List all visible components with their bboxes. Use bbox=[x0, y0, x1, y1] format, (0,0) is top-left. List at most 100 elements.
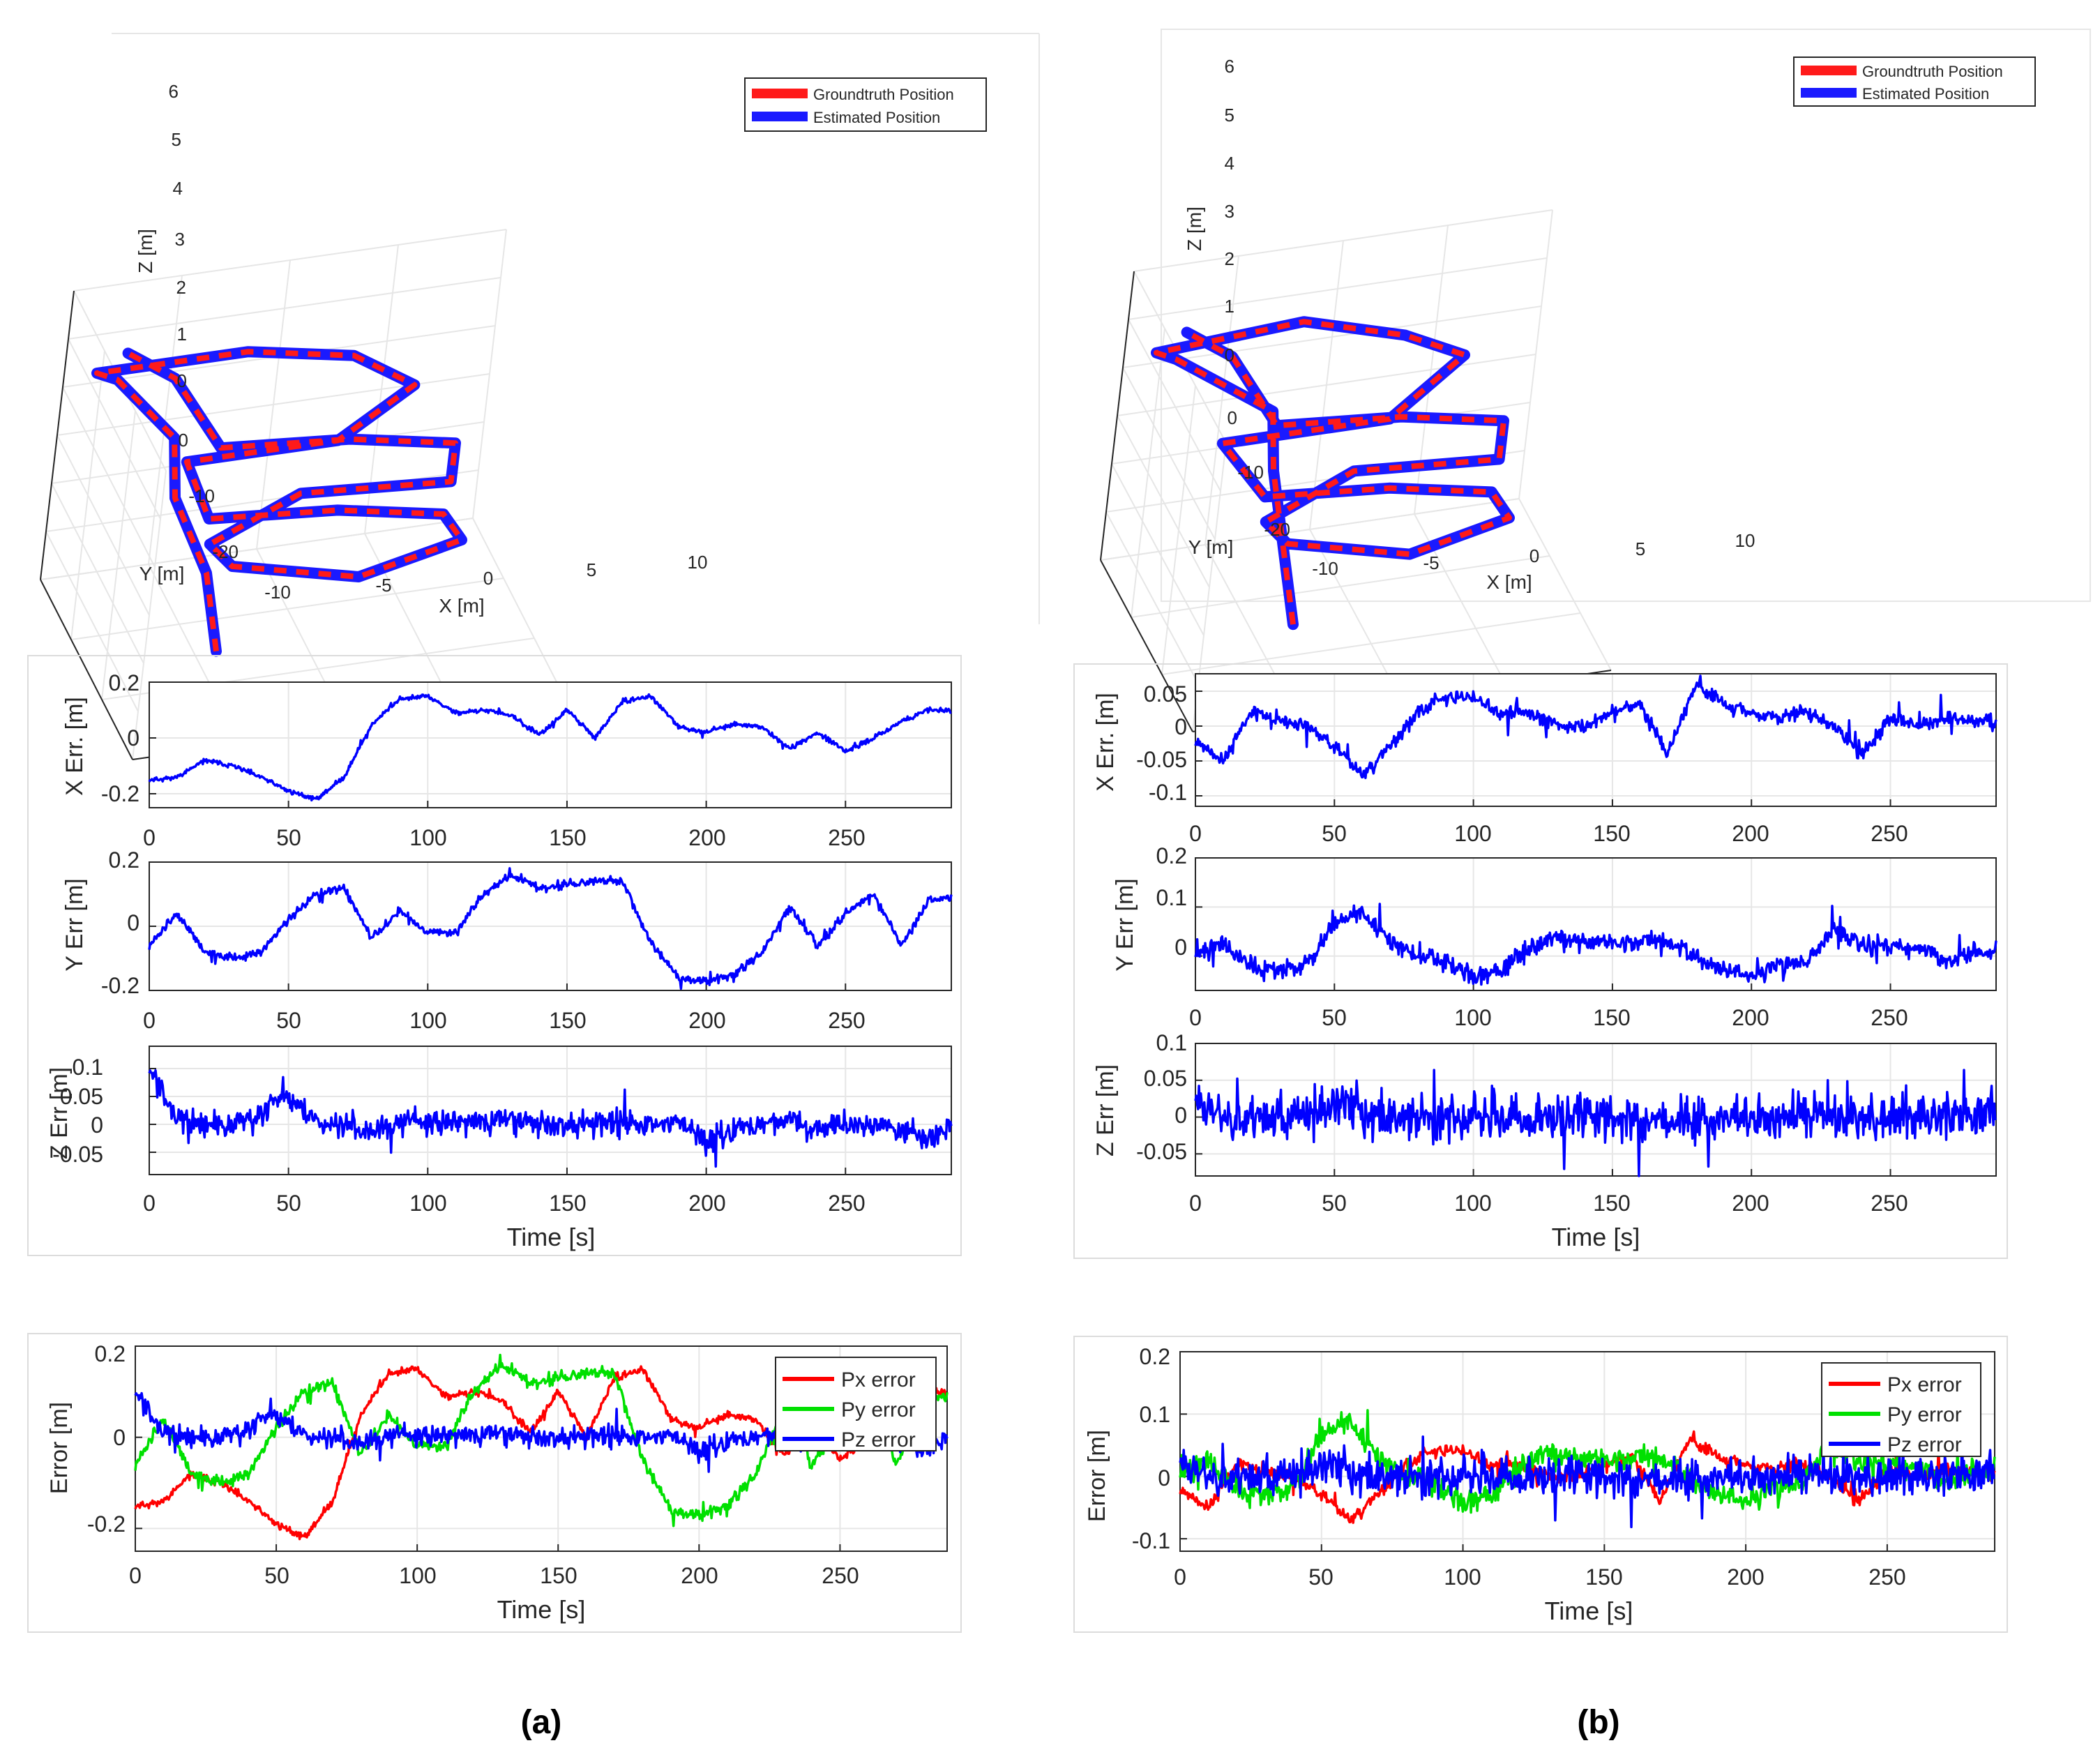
traj-a-path bbox=[91, 346, 467, 657]
b-z-xtick-50: 50 bbox=[1322, 1191, 1347, 1216]
a-z-xtick-100: 100 bbox=[409, 1191, 446, 1216]
b-comb-legend-py: Py error bbox=[1887, 1403, 1962, 1426]
traj-a-xgrid-22 bbox=[472, 229, 507, 519]
comb-a: Error [m] 0.2 0 -0.2 0 50 100 150 200 25… bbox=[27, 1333, 962, 1633]
traj-b-legend-box bbox=[1793, 56, 2036, 107]
b-comb-xtick-100: 100 bbox=[1444, 1564, 1481, 1590]
b-y-plot bbox=[1194, 857, 1997, 991]
a-z-plot bbox=[148, 1046, 953, 1175]
traj-a-zlabel: Z [m] bbox=[135, 229, 156, 273]
traj-a-ztick-0: 0 bbox=[177, 370, 187, 391]
traj-a-ygrid-28 bbox=[70, 350, 105, 640]
b-z-xtick-150: 150 bbox=[1593, 1191, 1630, 1216]
a-comb-legend-py: Py error bbox=[841, 1398, 916, 1421]
a-comb-ytick-0: 0.2 bbox=[95, 1341, 126, 1366]
a-x-plot bbox=[148, 681, 952, 808]
b-comb-xtick-200: 200 bbox=[1727, 1564, 1764, 1590]
traj-b-ygrid-29 bbox=[1131, 555, 1550, 618]
b-z-xtick-250: 250 bbox=[1871, 1191, 1908, 1216]
b-comb-xtick-50: 50 bbox=[1308, 1564, 1334, 1590]
b-x-plot bbox=[1194, 673, 1997, 807]
a-y-ytick-0: 0.2 bbox=[109, 847, 139, 873]
traj-a-xtick-5: 5 bbox=[587, 559, 596, 580]
a-y-xtick-0: 0 bbox=[143, 1008, 156, 1033]
traj-a-ytick-m10: -10 bbox=[188, 485, 215, 506]
b-comb-xlabel: Time [s] bbox=[1545, 1597, 1633, 1625]
b-x-xtick-250: 250 bbox=[1871, 821, 1908, 846]
traj-a-grid bbox=[40, 229, 566, 760]
traj-b-zlabel: Z [m] bbox=[1184, 206, 1205, 251]
a-y-series-line bbox=[148, 867, 953, 990]
a-y-ytick-1: 0 bbox=[127, 910, 139, 935]
a-z-ytick-1: 0.05 bbox=[60, 1084, 103, 1109]
traj-b-frame bbox=[1161, 29, 2091, 602]
a-z-plot-area bbox=[149, 1046, 951, 1175]
traj-b-legend-gt: Groundtruth Position bbox=[1862, 63, 2003, 80]
a-x-xtick-0: 0 bbox=[143, 825, 156, 850]
b-comb-ytick-2: 0 bbox=[1158, 1465, 1170, 1491]
b-y-axes-box bbox=[1195, 857, 1997, 991]
traj-b-zaxis bbox=[1100, 271, 1135, 561]
traj-b-xtick-5: 5 bbox=[1636, 538, 1645, 559]
traj-b-xtick-10: 10 bbox=[1735, 530, 1755, 551]
a-y-axes-box bbox=[149, 861, 952, 991]
traj-a-ztick-5: 5 bbox=[172, 129, 181, 150]
traj-a-ztick-1: 1 bbox=[177, 324, 187, 345]
traj-a-xtick-0: 0 bbox=[483, 568, 493, 589]
traj-b-xgrid-19 bbox=[1309, 529, 1403, 702]
xyz-a-frame bbox=[27, 655, 962, 1256]
traj-b-ygrid-28 bbox=[1131, 328, 1165, 618]
a-comb-xtick-100: 100 bbox=[399, 1563, 436, 1588]
b-x-ylabel: X Err. [m] bbox=[1092, 693, 1119, 792]
traj-b-xlabel: X [m] bbox=[1486, 571, 1532, 593]
b-comb-ytick-1: 0.1 bbox=[1140, 1402, 1170, 1427]
b-xyz-xlabel: Time [s] bbox=[1552, 1223, 1640, 1251]
traj-b-ztick-0: 0 bbox=[1225, 345, 1234, 365]
traj-a-zgrid-9 bbox=[62, 386, 156, 568]
a-z-ytick-0: 0.1 bbox=[73, 1055, 103, 1080]
xyz-b-frame bbox=[1073, 663, 2008, 1259]
b-y-ylabel: Y Err [m] bbox=[1112, 878, 1138, 972]
traj-a-ytick-m20: -20 bbox=[212, 541, 239, 562]
a-x-xtick-150: 150 bbox=[549, 825, 586, 850]
traj-b-ztick-5: 5 bbox=[1225, 105, 1234, 126]
a-x-ytick-1: 0 bbox=[127, 725, 139, 750]
traj-b-legend: Groundtruth Position Estimated Position bbox=[1793, 56, 2036, 107]
traj-a-zgrid-3 bbox=[45, 531, 139, 712]
comb-b: Error [m] 0.2 0.1 0 -0.1 0 50 100 150 20… bbox=[1073, 1336, 2008, 1633]
traj-b-ztick-6: 6 bbox=[1225, 56, 1234, 77]
traj-b-ytick-m10: -10 bbox=[1237, 462, 1264, 483]
traj-a-zgrid-7 bbox=[56, 435, 150, 616]
b-z-series-line bbox=[1194, 1069, 1997, 1177]
a-comb-xtick-250: 250 bbox=[822, 1563, 859, 1588]
traj-a-ygrid-31 bbox=[40, 518, 474, 580]
traj-b-ygrid-31 bbox=[1100, 498, 1520, 561]
b-x-xtick-50: 50 bbox=[1322, 821, 1347, 846]
b-z-xtick-200: 200 bbox=[1732, 1191, 1769, 1216]
a-z-xtick-0: 0 bbox=[143, 1191, 156, 1216]
traj-b-xgrid-18 bbox=[1309, 240, 1344, 530]
a-comb-legend-box bbox=[775, 1357, 937, 1451]
a-comb-xtick-0: 0 bbox=[129, 1563, 142, 1588]
a-z-series-line bbox=[148, 1069, 953, 1168]
traj-b-ygrid-26 bbox=[1161, 385, 1196, 675]
b-x-xtick-100: 100 bbox=[1454, 821, 1491, 846]
b-x-ytick-1: 0 bbox=[1174, 714, 1187, 739]
b-z-ytick-3: -0.05 bbox=[1136, 1139, 1187, 1164]
a-y-xtick-250: 250 bbox=[828, 1008, 865, 1033]
traj-a: 6 5 4 3 2 1 0 Z [m] 0 -10 -20 Y [m] -10 … bbox=[40, 33, 1040, 760]
b-z-axes-box bbox=[1195, 1043, 1997, 1177]
b-comb-ytick-0: 0.2 bbox=[1140, 1344, 1170, 1369]
traj-b-ylabel: Y [m] bbox=[1188, 536, 1234, 558]
b-x-xtick-0: 0 bbox=[1189, 821, 1202, 846]
b-comb-xtick-0: 0 bbox=[1174, 1564, 1186, 1590]
traj-b-xgrid-23 bbox=[1518, 498, 1612, 671]
a-comb-axes-box bbox=[135, 1345, 948, 1552]
traj-b-ygrid-27 bbox=[1161, 612, 1581, 675]
a-z-ytick-3: -0.05 bbox=[52, 1142, 103, 1167]
caption-b: (b) bbox=[1577, 1704, 1619, 1741]
b-y-xtick-50: 50 bbox=[1322, 1005, 1347, 1030]
traj-a-estimated-line bbox=[91, 346, 467, 657]
traj-b-xtick-m5: -5 bbox=[1423, 552, 1439, 573]
a-x-xtick-50: 50 bbox=[276, 825, 301, 850]
